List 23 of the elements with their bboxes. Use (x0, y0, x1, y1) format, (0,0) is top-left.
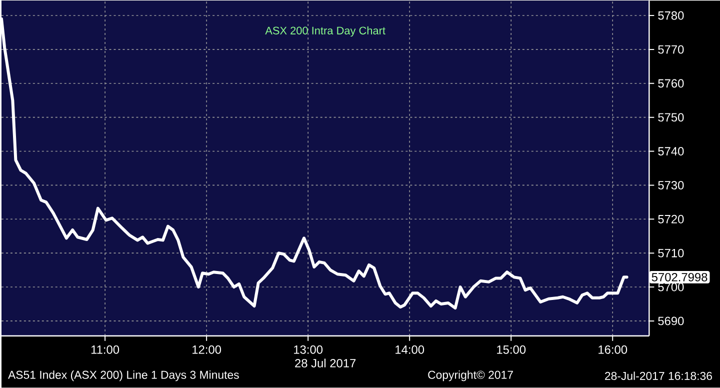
y-tick-label: 5770 (658, 45, 684, 54)
x-tick-label: 12:00 (192, 346, 222, 354)
y-tick-label: 5720 (658, 215, 684, 224)
x-tick-label: 11:00 (91, 346, 120, 354)
y-tick-label: 5690 (658, 316, 684, 326)
text: 28-Jul-2017 16:18:36 (605, 372, 712, 380)
y-tick-label: 5700 (658, 282, 684, 292)
y-tick-label: 5750 (658, 113, 684, 122)
x-axis-title: 28 Jul 2017 (295, 358, 356, 368)
x-tick-label: 13:00 (294, 346, 323, 354)
line-series (0, 18, 628, 310)
x-tick-label: 16:00 (598, 346, 628, 354)
y-tick-label: 5740 (658, 147, 684, 156)
y-tick-label: 5760 (658, 79, 684, 88)
y-tick-label: 5710 (658, 248, 684, 258)
y-tick-label: 5780 (658, 11, 684, 20)
x-tick-label: 15:00 (497, 346, 526, 354)
text: ASX 200 Intra Day Chart (265, 26, 386, 37)
text: Copyright© 2017 (428, 370, 513, 382)
text: 5702.7998 (652, 273, 708, 282)
text: AS51 Index (ASX 200) Line 1 Days 3 Minutes (8, 370, 239, 382)
y-tick-label: 5730 (658, 181, 684, 190)
x-tick-label: 14:00 (396, 346, 424, 354)
